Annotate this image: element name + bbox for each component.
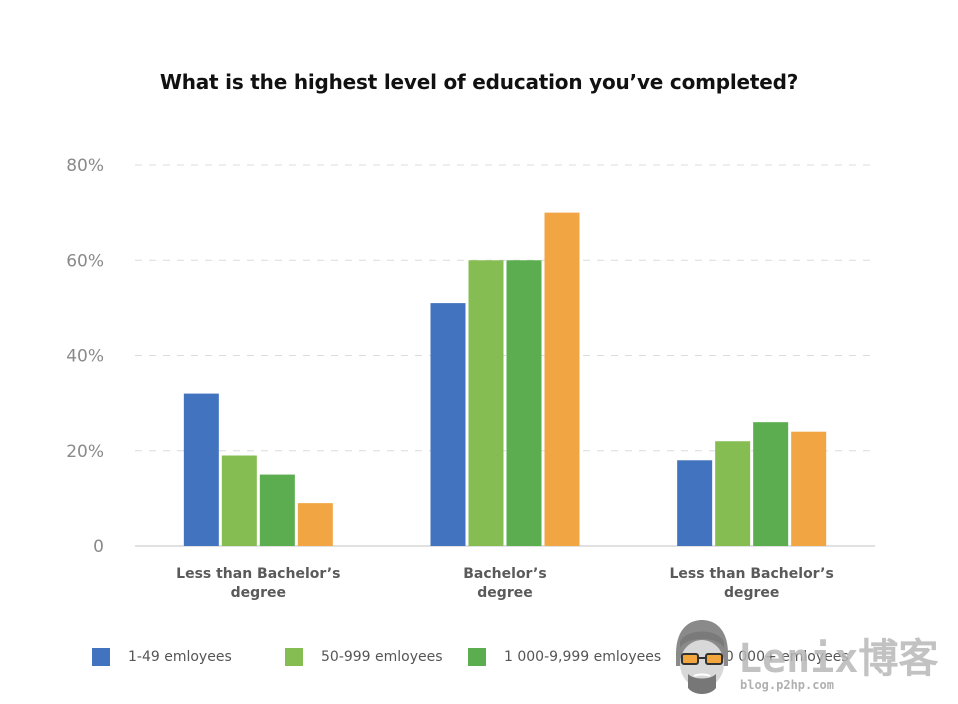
x-tick-label: Bachelor’s [463,566,546,582]
y-axis-ticks: 0 20% 40% 60% 80% [66,156,104,557]
legend-swatch [468,648,486,666]
legend-swatch [92,648,110,666]
bar[interactable] [791,431,827,546]
bar[interactable] [715,441,751,546]
watermark: Lenix博客 blog.p2hp.com [670,618,950,698]
y-tick-label: 60% [66,251,104,271]
y-tick-label: 20% [66,442,104,462]
bar[interactable] [468,260,504,546]
grid-layer [135,164,875,547]
legend-label: 10 000+ emloyees [716,649,849,665]
legend-item[interactable]: 1 000-9,999 emloyees [468,648,661,666]
y-tick-label: 80% [66,156,104,176]
legend-item[interactable]: 1-49 emloyees [92,648,232,666]
watermark-url[interactable]: blog.p2hp.com [740,678,834,692]
bar[interactable] [544,212,580,546]
bar[interactable] [677,460,713,546]
watermark-avatar-icon [676,620,728,694]
x-tick-label: Less than Bachelor’s [176,566,340,582]
bar[interactable] [221,455,257,546]
bar[interactable] [506,260,542,546]
chart-svg: 0 20% 40% 60% 80% Less than Bachelor’s degree… [66,156,875,601]
bar[interactable] [183,393,219,546]
bar[interactable] [430,303,466,546]
legend-label: 1-49 emloyees [128,649,232,665]
bar[interactable] [297,503,333,546]
y-tick-label: 0 [93,537,104,557]
legend-item[interactable]: 50-999 emloyees [285,648,443,666]
x-tick-label: degree [231,585,286,601]
bar[interactable] [259,474,295,546]
bar[interactable] [753,422,789,546]
watermark-logo-text: Lenix博客 [738,636,939,682]
legend-swatch [285,648,303,666]
bar-layer [183,212,827,546]
chart-title: What is the highest level of education y… [159,70,799,94]
x-tick-label: degree [724,585,779,601]
x-axis-labels: Less than Bachelor’s degree Bachelor’s degr… [176,566,834,601]
legend-label: 50-999 emloyees [321,649,443,665]
x-tick-label: degree [477,585,532,601]
x-tick-label: Less than Bachelor’s [669,566,833,582]
y-tick-label: 40% [66,347,104,367]
legend-label: 1 000-9,999 emloyees [504,649,662,665]
